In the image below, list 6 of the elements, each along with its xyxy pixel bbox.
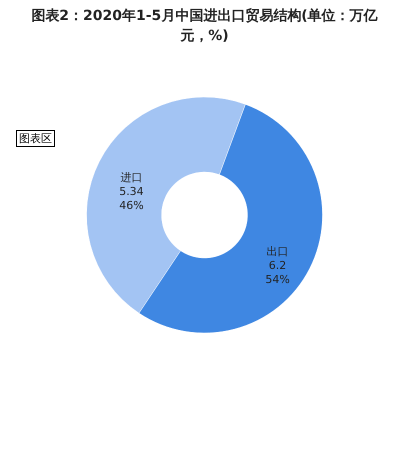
slice-label: 进口 bbox=[120, 170, 142, 184]
data-label: 5.34 46% bbox=[119, 184, 144, 212]
text: 图表区 bbox=[16, 130, 55, 147]
data-label: 6.2 54% bbox=[265, 259, 290, 286]
slice-label: 出口 bbox=[266, 245, 289, 258]
chart-title: 图表2：2020年1-5月中国进出口贸易结构(单位：万亿元，%) bbox=[30, 7, 379, 46]
